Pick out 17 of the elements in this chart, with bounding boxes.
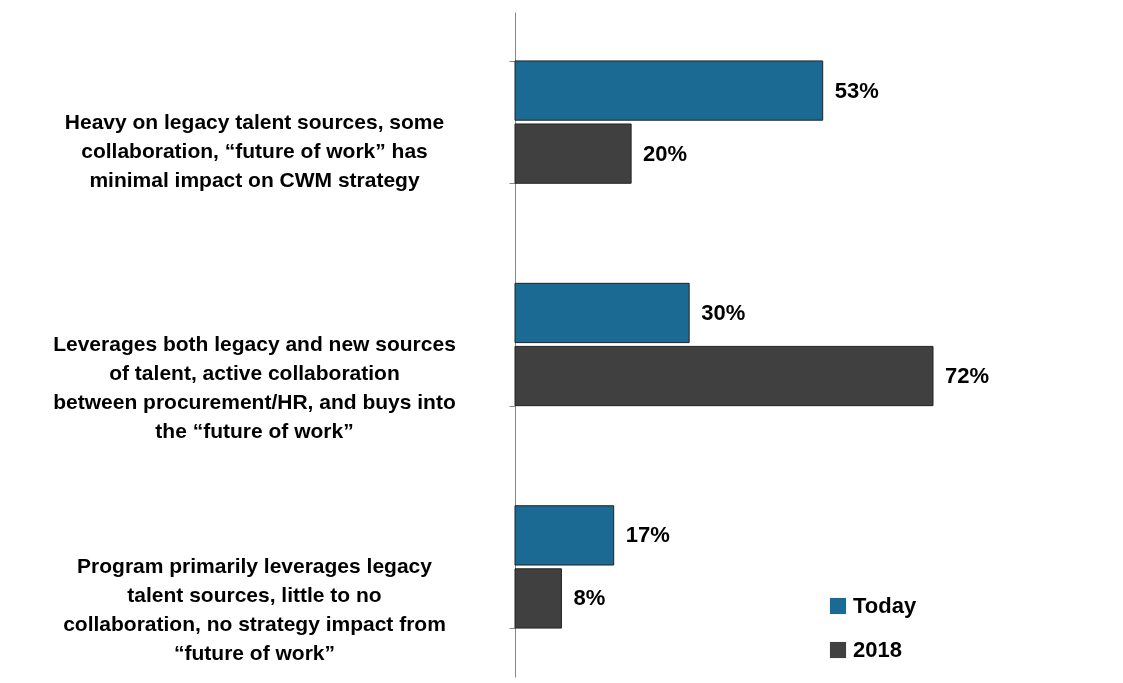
y-tick-label: Program primarily leverages legacy talent sources, little to no collaboration, no strategy impact from “future of work” bbox=[63, 554, 446, 665]
legend-label: 2018 bbox=[853, 637, 902, 662]
data-label: 53% bbox=[834, 77, 879, 103]
bar bbox=[514, 123, 632, 184]
data-label: 20% bbox=[643, 140, 688, 166]
bar bbox=[514, 568, 562, 629]
data-label: 72% bbox=[945, 363, 990, 389]
bar bbox=[514, 505, 615, 566]
data-label: 8% bbox=[573, 585, 606, 611]
data-label: 30% bbox=[701, 299, 746, 325]
y-tick-label: Leverages both legacy and new sources of talent, active collaboration between procurement/HR, and buys into the “future of work” bbox=[53, 332, 456, 442]
bar bbox=[514, 345, 934, 407]
y-tick-label: Heavy on legacy talent sources, some collaboration, “future of work” has minimal impact on CWM strategy bbox=[64, 109, 445, 191]
bar bbox=[514, 60, 824, 121]
data-label: 17% bbox=[625, 522, 670, 548]
bar bbox=[514, 282, 690, 344]
legend-label: Today bbox=[853, 593, 917, 618]
